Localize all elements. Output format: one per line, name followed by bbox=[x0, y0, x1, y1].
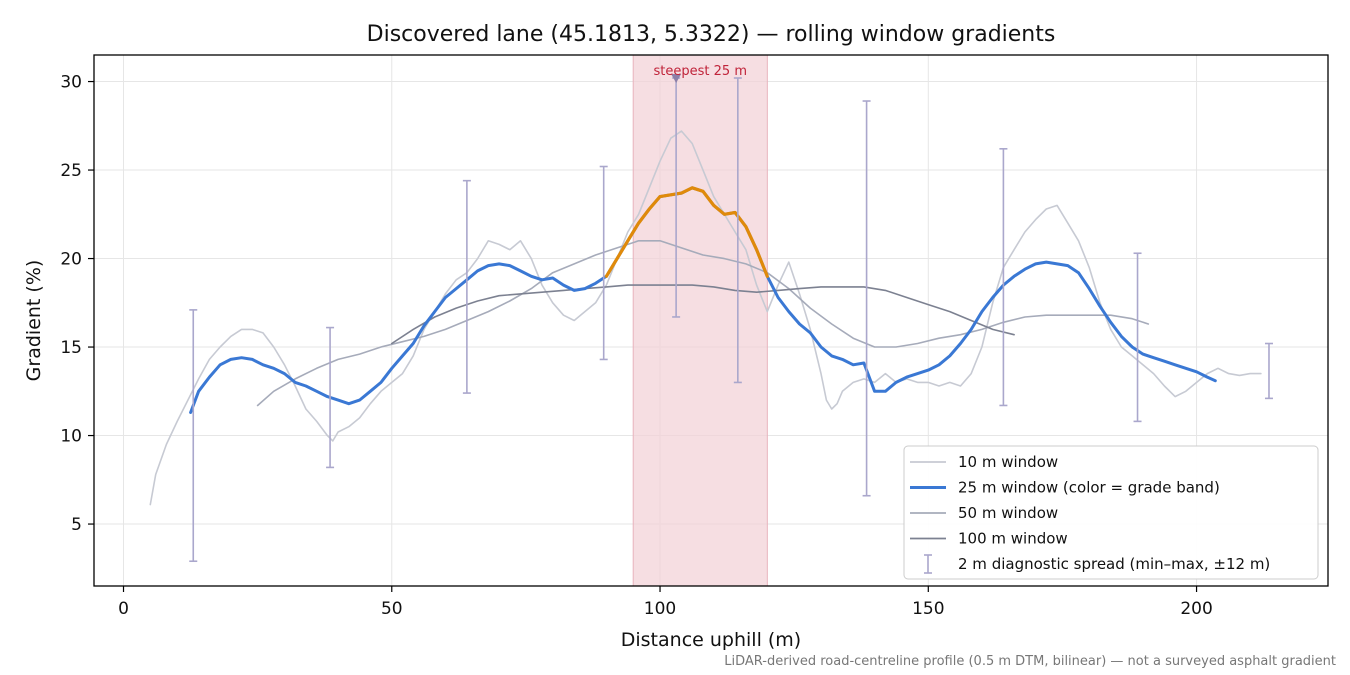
x-tick-label: 200 bbox=[1180, 599, 1212, 619]
errorbar bbox=[462, 179, 471, 394]
legend-label: 100 m window bbox=[958, 530, 1068, 548]
errorbar bbox=[1133, 252, 1142, 423]
x-axis-label: Distance uphill (m) bbox=[621, 629, 801, 651]
legend-entry: 100 m window bbox=[910, 530, 1068, 548]
y-tick-label: 30 bbox=[60, 73, 82, 93]
x-axis-ticks: 0 50 100 150 200 bbox=[118, 586, 1213, 619]
footnote: LiDAR-derived road-centreline profile (0… bbox=[724, 654, 1336, 669]
legend-entry: 10 m window bbox=[910, 453, 1058, 471]
legend-entry: 2 m diagnostic spread (min–max, ±12 m) bbox=[924, 554, 1270, 574]
series-line-w100 bbox=[391, 284, 1015, 345]
legend-box bbox=[903, 445, 1319, 580]
x-tick-label: 150 bbox=[912, 599, 944, 619]
x-tick-label: 0 bbox=[118, 599, 129, 619]
y-tick-label: 10 bbox=[60, 427, 82, 447]
errorbar bbox=[326, 326, 335, 469]
legend-entry: 25 m window (color = grade band) bbox=[910, 479, 1220, 497]
steepest-marker-triangle bbox=[671, 74, 682, 84]
errorbar bbox=[733, 77, 742, 384]
steepest-marker: steepest 25 m bbox=[654, 64, 747, 84]
y-tick-label: 25 bbox=[60, 161, 82, 181]
y-tick-label: 15 bbox=[60, 338, 82, 358]
steepest-band bbox=[632, 54, 768, 587]
legend-label: 10 m window bbox=[958, 453, 1058, 471]
errorbar bbox=[999, 148, 1008, 407]
series-line-w25-steep-segment bbox=[604, 186, 769, 278]
series-line-w10 bbox=[149, 130, 1262, 506]
errorbar bbox=[599, 165, 608, 361]
legend-label: 50 m window bbox=[958, 504, 1058, 522]
x-tick-label: 100 bbox=[644, 599, 676, 619]
plot-frame bbox=[93, 54, 1329, 587]
errorbar bbox=[189, 309, 198, 563]
steepest-label: steepest 25 m bbox=[654, 64, 747, 79]
errorbars bbox=[189, 77, 1273, 563]
legend-entry: 50 m window bbox=[910, 504, 1058, 522]
errorbar bbox=[862, 100, 871, 497]
steepest-band-rect bbox=[632, 54, 768, 587]
y-tick-label: 5 bbox=[71, 515, 82, 535]
legend: 10 m window 25 m window (color = grade ba… bbox=[903, 445, 1319, 580]
x-tick-label: 50 bbox=[381, 599, 403, 619]
y-axis-ticks: 5 10 15 20 25 30 bbox=[60, 73, 94, 535]
y-axis-label: Gradient (%) bbox=[23, 260, 45, 382]
legend-label: 25 m window (color = grade band) bbox=[958, 479, 1220, 497]
y-tick-label: 20 bbox=[60, 250, 82, 270]
legend-label: 2 m diagnostic spread (min–max, ±12 m) bbox=[958, 555, 1270, 573]
errorbar bbox=[1264, 342, 1273, 400]
chart-title: Discovered lane (45.1813, 5.3322) — roll… bbox=[367, 22, 1056, 47]
